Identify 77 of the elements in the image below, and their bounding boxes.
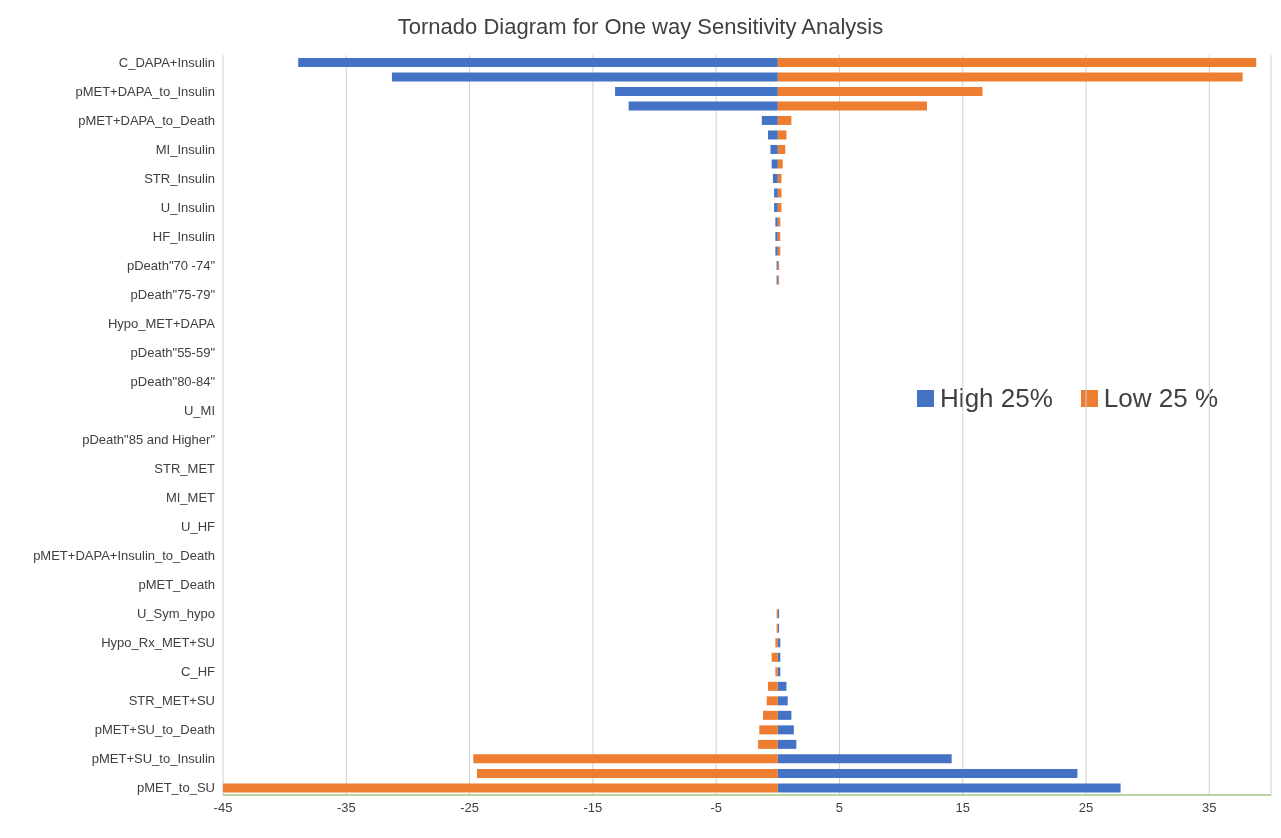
x-tick-label: -5 [710, 800, 722, 816]
x-tick-label: -35 [336, 800, 356, 816]
y-tick-label: U_Sym_hypo [136, 606, 215, 622]
bar [763, 710, 778, 720]
x-tick-label: 35 [1202, 800, 1217, 816]
bar [771, 159, 778, 169]
y-tick-label: pMET+SU_to_Death [94, 722, 215, 738]
legend-label: High 25% [940, 383, 1053, 414]
y-tick-label: C_HF [181, 664, 216, 680]
bar [777, 86, 983, 96]
bar [223, 783, 778, 793]
y-tick-label: STR_MET [154, 461, 216, 477]
y-tick-label: pDeath"75-79" [130, 287, 216, 303]
bar [777, 72, 1243, 82]
y-tick-label: HF_Insulin [152, 228, 215, 244]
bar [777, 130, 787, 140]
bar [473, 754, 778, 764]
y-tick-label: pMET+DAPA_to_Insulin [75, 83, 215, 99]
y-tick-label: U_MI [183, 403, 215, 419]
bar [759, 725, 778, 735]
bar [298, 57, 778, 67]
y-tick-label: pDeath"70 -74" [126, 258, 216, 274]
y-tick-label: pMET_to_SU [136, 780, 215, 796]
bar [772, 173, 778, 183]
bar [777, 101, 928, 111]
bar [777, 173, 782, 183]
bar [777, 159, 783, 169]
x-tick-label: 15 [955, 800, 970, 816]
y-tick-label: pDeath"80-84" [130, 374, 216, 390]
bar [476, 768, 778, 778]
bar [777, 57, 1257, 67]
bar [774, 203, 778, 212]
x-tick-label: 25 [1078, 800, 1094, 816]
bar [767, 681, 778, 691]
x-tick-label: -25 [460, 800, 479, 816]
y-tick-label: pDeath"55-59" [130, 345, 216, 361]
x-tick-label: 5 [835, 800, 844, 816]
x-tick-label: -45 [213, 800, 233, 816]
chart-title: Tornado Diagram for One way Sensitivity Analysis [396, 13, 885, 41]
y-tick-label: Hypo_Rx_MET+SU [101, 635, 215, 651]
bar [777, 115, 792, 125]
bar [777, 188, 782, 198]
y-tick-label: C_DAPA+Insulin [118, 54, 215, 70]
y-tick-label: pMET+SU_to_Insulin [91, 751, 215, 767]
bar [771, 652, 778, 662]
bar [777, 696, 788, 706]
bar [777, 681, 787, 691]
y-tick-label: STR_Insulin [144, 170, 215, 186]
bar [777, 754, 952, 764]
y-tick-label: MI_Insulin [155, 141, 215, 157]
y-tick-label: pDeath"85 and Higher" [82, 432, 216, 448]
y-tick-label: MI_MET [165, 490, 216, 506]
bar [777, 768, 1078, 778]
bar [758, 739, 778, 749]
bar [774, 188, 778, 198]
bar [628, 101, 778, 111]
bar [777, 710, 792, 720]
bar [615, 86, 778, 96]
bar [766, 696, 778, 706]
bar [761, 115, 778, 125]
y-tick-label: U_HF [181, 519, 216, 535]
bar [777, 144, 786, 154]
legend-label: Low 25 % [1103, 383, 1218, 414]
y-tick-label: pMET+DAPA_to_Death [78, 112, 215, 128]
x-tick-label: -15 [583, 800, 603, 816]
bar [777, 725, 794, 735]
bar [767, 130, 778, 140]
y-tick-label: U_Insulin [160, 199, 215, 215]
bar [777, 203, 782, 212]
bar [770, 144, 778, 154]
bar [777, 783, 1121, 793]
y-tick-label: STR_MET+SU [128, 693, 215, 709]
y-tick-label: pMET_Death [138, 577, 215, 593]
bar [391, 72, 778, 82]
y-tick-label: Hypo_MET+DAPA [107, 316, 216, 332]
bar [777, 739, 797, 749]
y-tick-label: pMET+DAPA+Insulin_to_Death [33, 548, 215, 564]
